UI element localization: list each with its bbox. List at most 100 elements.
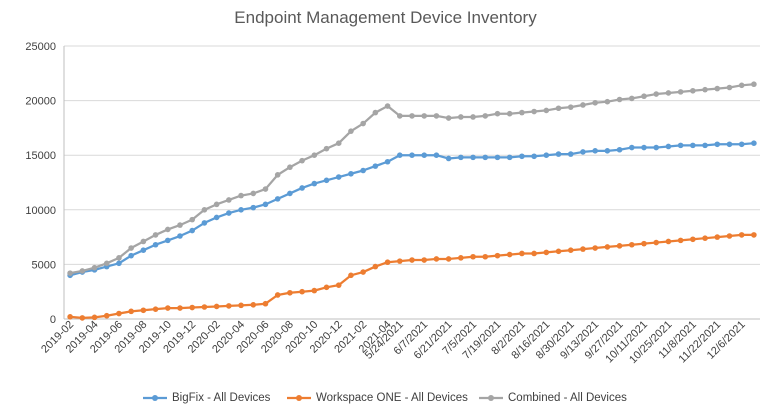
data-point <box>201 207 208 213</box>
y-tick-label: 25000 <box>25 41 56 53</box>
data-point <box>665 238 672 245</box>
data-point <box>79 315 86 321</box>
data-point <box>506 110 513 117</box>
data-point <box>152 232 159 238</box>
data-point <box>360 269 366 275</box>
data-point <box>751 140 757 146</box>
data-point <box>531 108 537 115</box>
data-point <box>177 233 183 239</box>
data-point <box>580 102 586 108</box>
data-point <box>641 240 647 247</box>
data-point <box>592 99 598 106</box>
data-point <box>677 142 684 149</box>
legend-item: BigFix - All Devices <box>142 389 270 407</box>
data-point <box>238 302 244 309</box>
data-point <box>79 268 86 274</box>
data-point <box>677 89 684 95</box>
data-point <box>445 256 452 262</box>
data-point <box>677 237 684 244</box>
data-point <box>396 113 403 119</box>
data-point <box>335 174 342 180</box>
series-3 <box>67 81 757 276</box>
data-point <box>433 152 440 158</box>
data-point <box>702 86 708 93</box>
data-point <box>641 144 647 151</box>
data-point <box>665 90 672 96</box>
data-point <box>555 248 562 255</box>
data-point <box>396 258 403 264</box>
legend-swatch <box>143 395 167 401</box>
data-point <box>506 154 513 161</box>
data-point <box>616 146 623 153</box>
series-2 <box>67 232 757 321</box>
data-point <box>274 292 281 298</box>
data-point <box>702 142 708 149</box>
data-point <box>226 197 232 203</box>
data-point <box>348 170 354 177</box>
data-point <box>360 167 366 174</box>
data-point <box>628 95 635 102</box>
data-point <box>323 145 330 152</box>
chart-title: Endpoint Management Device Inventory <box>234 8 537 27</box>
data-point <box>103 260 110 267</box>
data-point <box>543 152 550 158</box>
data-point <box>140 238 147 245</box>
data-point <box>140 307 147 314</box>
data-point <box>189 227 196 234</box>
data-point <box>409 152 415 158</box>
data-point <box>274 196 281 202</box>
data-point <box>250 302 257 308</box>
data-point <box>604 148 611 154</box>
data-point <box>421 257 428 263</box>
data-point <box>604 98 611 105</box>
data-point <box>567 247 574 254</box>
data-point <box>714 141 721 148</box>
series-line <box>69 142 754 277</box>
data-point <box>250 204 257 211</box>
data-point <box>458 255 464 261</box>
data-point <box>384 259 391 266</box>
data-point <box>335 282 342 288</box>
data-point <box>751 232 757 238</box>
data-point <box>177 305 183 311</box>
data-point <box>714 85 721 92</box>
data-point <box>152 306 159 312</box>
data-point <box>628 144 635 151</box>
data-point <box>152 241 159 248</box>
data-point <box>189 304 196 311</box>
data-point <box>189 216 196 223</box>
axes <box>63 46 760 320</box>
data-point <box>482 154 489 161</box>
series-line <box>70 233 754 320</box>
data-point <box>653 91 660 97</box>
data-point <box>714 234 721 240</box>
data-point <box>567 151 574 157</box>
data-point <box>409 113 415 119</box>
data-point <box>482 253 489 260</box>
data-point <box>616 243 623 249</box>
data-point <box>384 158 391 165</box>
data-point <box>311 180 318 187</box>
data-point <box>201 304 208 310</box>
data-point <box>580 149 586 155</box>
data-point <box>494 110 501 117</box>
data-point <box>348 272 354 279</box>
data-point <box>738 82 745 89</box>
data-point <box>567 104 574 110</box>
data-point <box>690 87 696 94</box>
data-point <box>458 114 464 120</box>
y-tick-label: 20000 <box>25 96 56 108</box>
data-point <box>738 141 745 148</box>
data-point <box>445 155 452 162</box>
data-point <box>360 120 366 127</box>
data-point <box>311 287 318 294</box>
data-point <box>262 300 269 307</box>
data-point <box>128 308 134 315</box>
data-point <box>67 270 73 276</box>
y-tick-label: 15000 <box>25 150 56 162</box>
data-point <box>628 241 635 248</box>
data-point <box>396 152 403 158</box>
data-point <box>250 190 257 197</box>
